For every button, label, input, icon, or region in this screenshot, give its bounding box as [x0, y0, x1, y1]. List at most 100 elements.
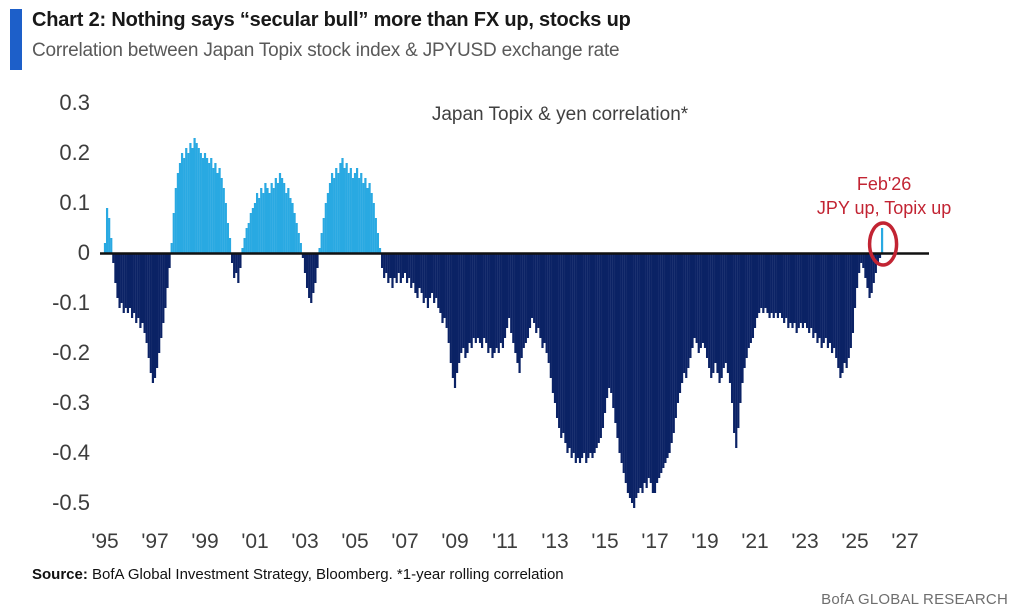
bar-positive: [251, 208, 255, 253]
bar-positive: [191, 148, 194, 253]
bar-negative: [708, 253, 711, 368]
bar-negative: [426, 253, 430, 308]
bar-negative: [239, 253, 242, 268]
bar-positive: [199, 153, 202, 253]
bar-negative: [433, 253, 436, 303]
bar-negative: [762, 253, 765, 313]
bar-negative: [680, 253, 684, 383]
bar-negative: [703, 253, 707, 348]
bar-negative: [133, 253, 136, 313]
bar-positive: [364, 178, 367, 253]
bar-negative: [722, 253, 725, 368]
bar-negative: [495, 253, 498, 348]
bar-negative: [739, 253, 742, 403]
x-axis-tick-label: '07: [391, 530, 418, 553]
bar-negative: [510, 253, 513, 333]
bar-positive: [289, 198, 292, 253]
bar-negative: [616, 253, 619, 438]
source-note: Source: BofA Global Investment Strategy,…: [32, 566, 564, 583]
bar-negative: [385, 253, 388, 273]
bar-positive: [176, 173, 180, 253]
bar-negative: [451, 253, 455, 378]
bar-positive: [341, 158, 344, 253]
bar-negative: [624, 253, 627, 483]
bar-negative: [855, 253, 859, 288]
bar-negative: [418, 253, 421, 288]
bar-positive: [372, 203, 375, 253]
bar-negative: [393, 253, 396, 278]
bar-negative: [435, 253, 438, 298]
bar-positive: [326, 193, 330, 253]
bar-positive: [226, 223, 230, 253]
bar-negative: [603, 253, 607, 413]
bar-negative: [524, 253, 527, 343]
bar-negative: [810, 253, 813, 328]
bar-positive: [103, 243, 107, 253]
bar-negative: [389, 253, 392, 278]
bar-negative: [412, 253, 415, 283]
bar-negative: [416, 253, 419, 298]
bar-negative: [128, 253, 132, 308]
bar-negative: [833, 253, 836, 348]
bar-negative: [612, 253, 615, 408]
bar-negative: [480, 253, 484, 348]
bar-negative: [785, 253, 788, 318]
bar-negative: [437, 253, 440, 308]
bar-negative: [403, 253, 407, 273]
bar-positive: [324, 203, 327, 253]
bar-negative: [805, 253, 809, 328]
bar-negative: [576, 253, 580, 458]
bar-negative: [453, 253, 457, 388]
bar-negative: [439, 253, 442, 313]
bar-positive: [203, 153, 207, 253]
bar-negative: [380, 253, 384, 268]
bar-negative: [314, 253, 317, 283]
bar-negative: [401, 253, 405, 278]
bar-positive: [376, 233, 380, 253]
bar-negative: [608, 253, 611, 388]
bar-negative: [491, 253, 494, 358]
bar-negative: [120, 253, 123, 303]
x-axis-tick-label: '05: [341, 530, 368, 553]
bar-negative: [230, 253, 234, 263]
bar-negative: [768, 253, 771, 318]
x-axis-tick-label: '09: [441, 530, 468, 553]
bar-negative: [770, 253, 773, 313]
bar-negative: [422, 253, 425, 303]
x-axis-tick-label: '97: [141, 530, 168, 553]
bar-positive: [293, 213, 296, 253]
bar-negative: [405, 253, 409, 283]
brand-label: BofA GLOBAL RESEARCH: [821, 591, 1008, 608]
bar-positive: [195, 143, 198, 253]
bar-negative: [837, 253, 840, 368]
bar-negative: [580, 253, 584, 458]
bar-negative: [841, 253, 844, 373]
bar-negative: [758, 253, 761, 313]
x-axis-tick-label: '13: [541, 530, 568, 553]
bar-negative: [470, 253, 473, 348]
bar-negative: [626, 253, 630, 493]
bar-negative: [474, 253, 477, 343]
bar-positive: [266, 188, 269, 253]
bar-negative: [676, 253, 680, 403]
bar-positive: [183, 158, 186, 253]
bar-positive: [260, 188, 263, 253]
bar-negative: [845, 253, 848, 368]
bar-negative: [549, 253, 552, 378]
bar-negative: [847, 253, 850, 358]
bar-negative: [530, 253, 534, 318]
bar-negative: [635, 253, 638, 498]
bar-positive: [280, 178, 284, 253]
bar-negative: [160, 253, 163, 338]
bar-negative: [860, 253, 863, 263]
title-accent-bar: [10, 9, 22, 70]
x-axis-tick-label: '23: [791, 530, 818, 553]
bar-negative: [622, 253, 625, 473]
bar-positive: [272, 188, 275, 253]
bar-negative: [312, 253, 315, 293]
bar-positive: [353, 173, 357, 253]
y-axis-tick-label: 0.3: [59, 90, 90, 115]
bar-negative: [126, 253, 130, 313]
bar-positive: [210, 158, 213, 253]
bar-positive: [201, 158, 205, 253]
